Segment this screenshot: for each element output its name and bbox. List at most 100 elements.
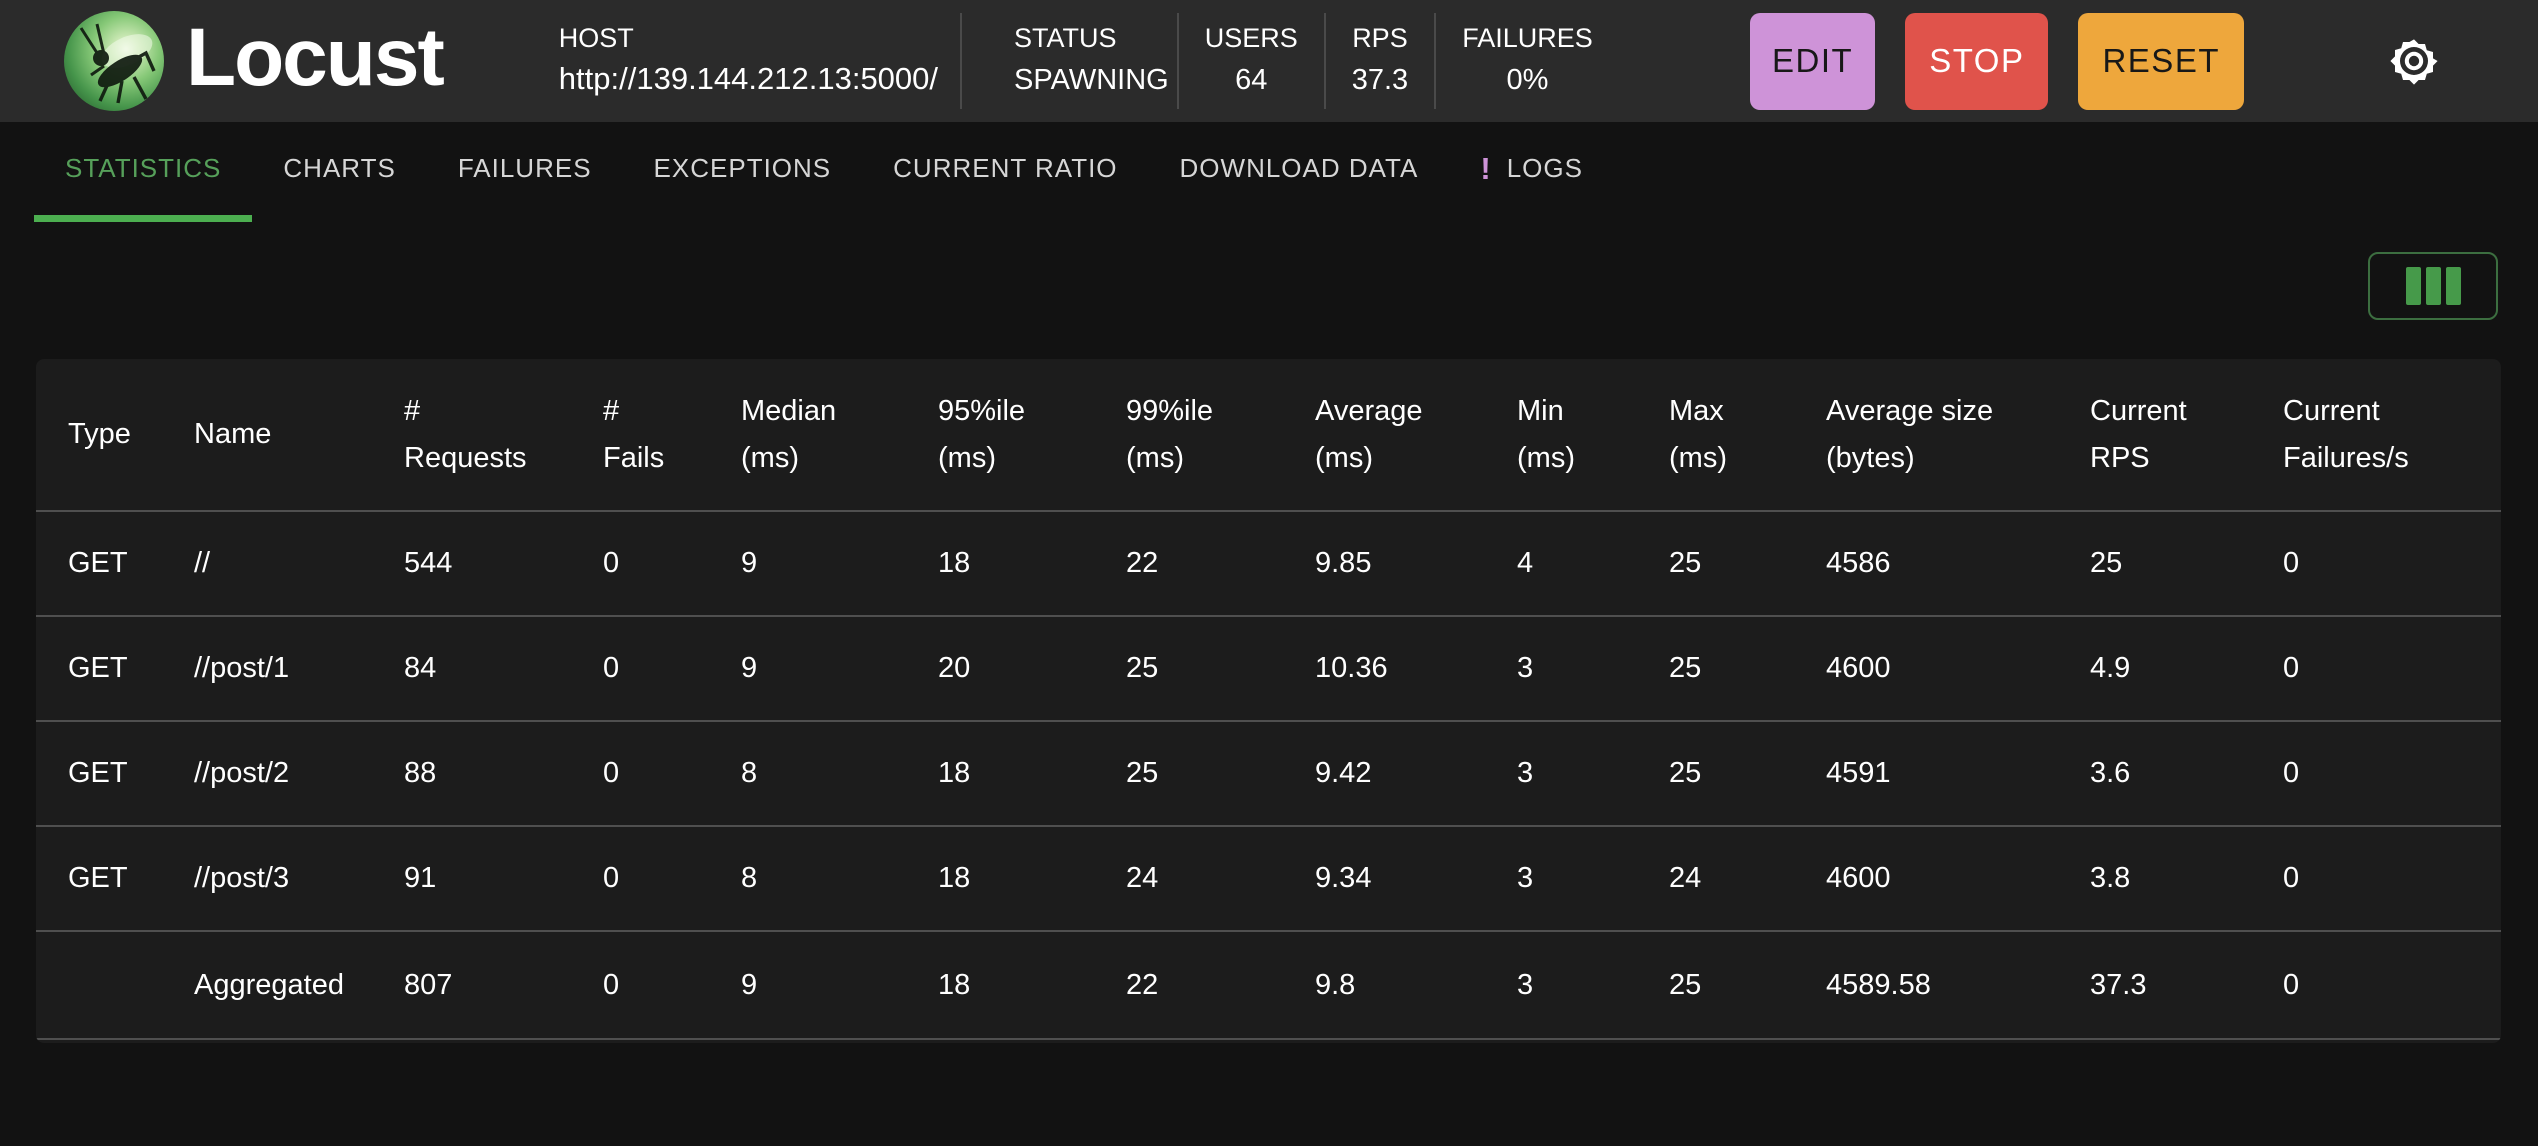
cell-type: GET (68, 652, 128, 685)
cell-max: 25 (1669, 652, 1702, 685)
col-header-median[interactable]: Median (ms) (741, 394, 837, 474)
stat-failures: FAILURES 0% (1434, 13, 1619, 109)
cell-min: 3 (1517, 652, 1534, 685)
stat-value: SPAWNING (1014, 64, 1169, 96)
col-header-type[interactable]: Type (68, 418, 131, 450)
cell-requests: 88 (404, 757, 437, 790)
cell-current-failures: 0 (2283, 757, 2300, 790)
col-header-95ile[interactable]: 95%ile (ms) (938, 394, 1026, 474)
columns-icon (2405, 267, 2421, 305)
col-header-requests[interactable]: # Requests (404, 394, 527, 474)
nav-tabs: STATISTICS CHARTS FAILURES EXCEPTIONS CU… (0, 122, 2538, 222)
cell-fails: 0 (603, 757, 620, 790)
host-info: HOST http://139.144.212.13:5000/ (559, 13, 938, 109)
cell-current-failures: 0 (2283, 547, 2300, 580)
cell-current-rps: 3.6 (2090, 757, 2131, 790)
gear-icon (2390, 39, 2438, 85)
cell-requests: 807 (404, 968, 453, 1001)
columns-icon (2425, 267, 2441, 305)
cell-average-size: 4600 (1826, 862, 1891, 895)
stat-rps: RPS 37.3 (1323, 13, 1434, 109)
col-header-fails[interactable]: # Fails (603, 394, 665, 474)
col-header-average-size[interactable]: Average size (bytes) (1826, 394, 1994, 474)
cell-fails: 0 (603, 652, 620, 685)
col-header-99ile[interactable]: 99%ile (ms) (1126, 394, 1214, 474)
cell-99ile: 24 (1126, 862, 1159, 895)
cell-99ile: 22 (1126, 968, 1159, 1001)
tab-charts[interactable]: CHARTS (252, 122, 426, 222)
col-header-average[interactable]: Average (ms) (1315, 394, 1423, 474)
stat-value: 0% (1506, 64, 1549, 96)
stat-status: STATUS SPAWNING (960, 13, 1177, 109)
cell-name: //post/3 (194, 862, 290, 895)
col-header-current-rps[interactable]: Current RPS (2090, 394, 2187, 474)
tab-label: CHARTS (283, 153, 396, 183)
cell-current-rps: 37.3 (2090, 968, 2147, 1001)
settings-button[interactable] (2390, 37, 2438, 85)
tab-current-ratio[interactable]: CURRENT RATIO (862, 122, 1148, 222)
cell-max: 25 (1669, 547, 1702, 580)
table-row: GET //post/2 88 0 8 18 25 9.42 3 25 4591… (36, 722, 2501, 827)
edit-button[interactable]: EDIT (1750, 12, 1876, 110)
table-toolbar (0, 222, 2538, 320)
column-selector-button[interactable] (2368, 252, 2498, 320)
cell-median: 9 (741, 652, 758, 685)
cell-max: 24 (1669, 862, 1702, 895)
cell-name: // (194, 547, 211, 580)
cell-95ile: 18 (938, 862, 971, 895)
host-label: HOST (558, 23, 634, 53)
cell-average: 9.42 (1315, 757, 1372, 790)
cell-max: 25 (1669, 757, 1702, 790)
table-row: GET //post/1 84 0 9 20 25 10.36 3 25 460… (36, 617, 2501, 722)
cell-min: 3 (1517, 862, 1534, 895)
cell-average-size: 4591 (1826, 757, 1891, 790)
header-actions: EDIT STOP RESET (1750, 12, 2244, 110)
cell-name: //post/1 (194, 652, 290, 685)
col-header-max[interactable]: Max (ms) (1669, 394, 1727, 474)
cell-requests: 84 (404, 652, 437, 685)
cell-99ile: 25 (1126, 652, 1159, 685)
cell-min: 3 (1517, 968, 1534, 1001)
stat-users: USERS 64 (1176, 13, 1324, 109)
table-row-aggregated: Aggregated 807 0 9 18 22 9.8 3 25 4589.5… (36, 932, 2501, 1040)
tab-label: CURRENT RATIO (893, 153, 1118, 183)
app-title: Locust (186, 12, 445, 103)
tab-label: DOWNLOAD DATA (1179, 153, 1419, 183)
stat-label: USERS (1204, 23, 1298, 53)
stop-button[interactable]: STOP (1905, 12, 2049, 110)
cell-name: //post/2 (194, 757, 290, 790)
cell-type: GET (68, 862, 128, 895)
cell-requests: 91 (404, 862, 437, 895)
stat-label: FAILURES (1462, 23, 1593, 53)
locust-silhouette (79, 23, 156, 104)
statistics-table: Type Name # Requests # Fails Median (ms) 95… (36, 359, 2501, 1043)
cell-average-size: 4589.58 (1826, 968, 1931, 1001)
tab-exceptions[interactable]: EXCEPTIONS (623, 122, 863, 222)
cell-name: Aggregated (194, 968, 344, 1001)
tab-logs[interactable]: ! LOGS (1449, 122, 1614, 222)
cell-average-size: 4600 (1826, 652, 1891, 685)
col-header-min[interactable]: Min (ms) (1517, 394, 1575, 474)
cell-max: 25 (1669, 968, 1702, 1001)
tab-label: STATISTICS (65, 153, 222, 183)
col-header-current-failures[interactable]: Current Failures/s (2283, 394, 2409, 474)
cell-median: 9 (741, 968, 758, 1001)
cell-current-rps: 3.8 (2090, 862, 2131, 895)
cell-average: 9.34 (1315, 862, 1372, 895)
cell-average: 9.8 (1315, 968, 1356, 1001)
cell-current-failures: 0 (2283, 652, 2300, 685)
tab-failures[interactable]: FAILURES (427, 122, 623, 222)
columns-icon (2445, 267, 2461, 305)
cell-min: 4 (1517, 547, 1534, 580)
top-app-bar: Locust HOST http://139.144.212.13:5000/ … (0, 0, 2538, 122)
col-header-name[interactable]: Name (194, 418, 272, 450)
tab-download-data[interactable]: DOWNLOAD DATA (1149, 122, 1450, 222)
reset-button[interactable]: RESET (2078, 12, 2244, 110)
table-row: GET // 544 0 9 18 22 9.85 4 25 4586 25 0 (36, 512, 2501, 617)
tab-statistics[interactable]: STATISTICS (34, 122, 253, 222)
cell-average: 9.85 (1315, 547, 1372, 580)
cell-fails: 0 (603, 547, 620, 580)
table-row: GET //post/3 91 0 8 18 24 9.34 3 24 4600… (36, 827, 2501, 932)
cell-average: 10.36 (1315, 652, 1388, 685)
locust-logo-icon (64, 11, 164, 111)
